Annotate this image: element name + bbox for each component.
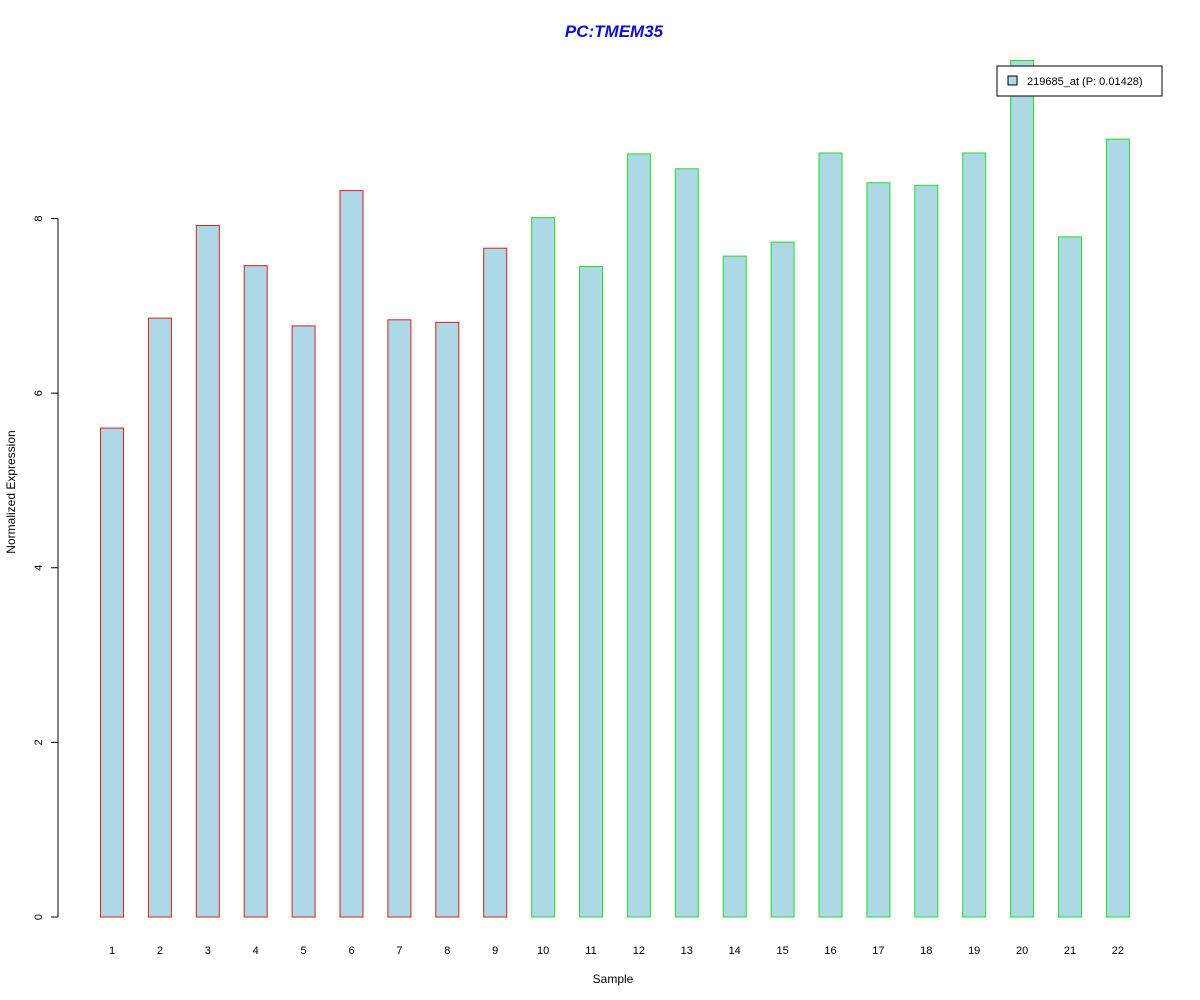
x-axis-label: Sample bbox=[593, 972, 634, 986]
y-axis-label: Normalized Expression bbox=[4, 430, 18, 553]
bar-sample-4 bbox=[243, 265, 268, 918]
legend-swatch bbox=[1007, 75, 1018, 86]
y-tick-label: 0 bbox=[33, 914, 45, 920]
bar-sample-13 bbox=[674, 168, 699, 918]
bar-sample-2 bbox=[147, 317, 172, 918]
x-tick-label: 7 bbox=[396, 945, 402, 957]
bar-sample-16 bbox=[818, 152, 843, 918]
bar-sample-8 bbox=[435, 321, 460, 918]
bar-sample-20 bbox=[1010, 60, 1035, 918]
x-tick-label: 22 bbox=[1112, 945, 1124, 957]
y-tick-label: 8 bbox=[33, 215, 45, 221]
x-tick-label: 12 bbox=[633, 945, 645, 957]
x-tick-label: 8 bbox=[444, 945, 450, 957]
bar-sample-11 bbox=[579, 266, 603, 918]
bar-sample-21 bbox=[1058, 236, 1082, 918]
legend-box bbox=[996, 65, 1163, 97]
x-tick-label: 19 bbox=[968, 945, 980, 957]
bar-sample-7 bbox=[387, 319, 412, 918]
x-tick-label: 15 bbox=[776, 945, 788, 957]
y-axis: 0 2 4 6 8 bbox=[33, 215, 59, 920]
legend: 219685_at (P: 0.01428) bbox=[996, 65, 1163, 97]
chart-title: PC:TMEM35 bbox=[565, 22, 664, 41]
x-tick-label: 4 bbox=[253, 945, 259, 957]
x-tick-label: 10 bbox=[537, 945, 549, 957]
x-tick-label: 18 bbox=[920, 945, 932, 957]
x-tick-label: 17 bbox=[872, 945, 884, 957]
x-tick-label: 11 bbox=[585, 945, 596, 957]
x-tick-label: 13 bbox=[681, 945, 693, 957]
bar-sample-1 bbox=[100, 427, 124, 918]
x-tick-label: 5 bbox=[301, 945, 307, 957]
bar-sample-5 bbox=[291, 325, 316, 918]
bar-sample-9 bbox=[483, 247, 508, 918]
y-tick-label: 6 bbox=[33, 390, 45, 396]
x-tick-label: 21 bbox=[1064, 945, 1076, 957]
x-tick-label: 9 bbox=[492, 945, 498, 957]
bar-sample-14 bbox=[722, 255, 747, 918]
y-tick-label: 4 bbox=[33, 565, 45, 571]
x-tick-label: 14 bbox=[729, 945, 741, 957]
x-tick-label: 20 bbox=[1016, 945, 1028, 957]
x-tick-label: 1 bbox=[109, 945, 115, 957]
x-tick-label: 6 bbox=[348, 945, 354, 957]
bar-sample-15 bbox=[770, 241, 795, 918]
bars bbox=[100, 60, 1130, 918]
x-tick-labels: 1 2 3 4 5 6 7 8 9 10 11 12 13 14 15 16 17 18 19 20 21 22 bbox=[109, 945, 1124, 957]
bar-sample-22 bbox=[1105, 138, 1130, 918]
x-tick-label: 16 bbox=[824, 945, 836, 957]
x-tick-label: 2 bbox=[157, 945, 163, 957]
x-tick-label: 3 bbox=[205, 945, 211, 957]
bar-sample-17 bbox=[866, 182, 891, 918]
bar-sample-18 bbox=[914, 184, 939, 918]
bar-sample-19 bbox=[962, 152, 987, 918]
bar-sample-3 bbox=[195, 225, 220, 918]
bar-sample-10 bbox=[531, 217, 556, 918]
legend-label: 219685_at (P: 0.01428) bbox=[1027, 76, 1143, 88]
bar-sample-6 bbox=[339, 190, 364, 918]
bar-sample-12 bbox=[626, 153, 651, 918]
y-tick-label: 2 bbox=[33, 739, 45, 745]
